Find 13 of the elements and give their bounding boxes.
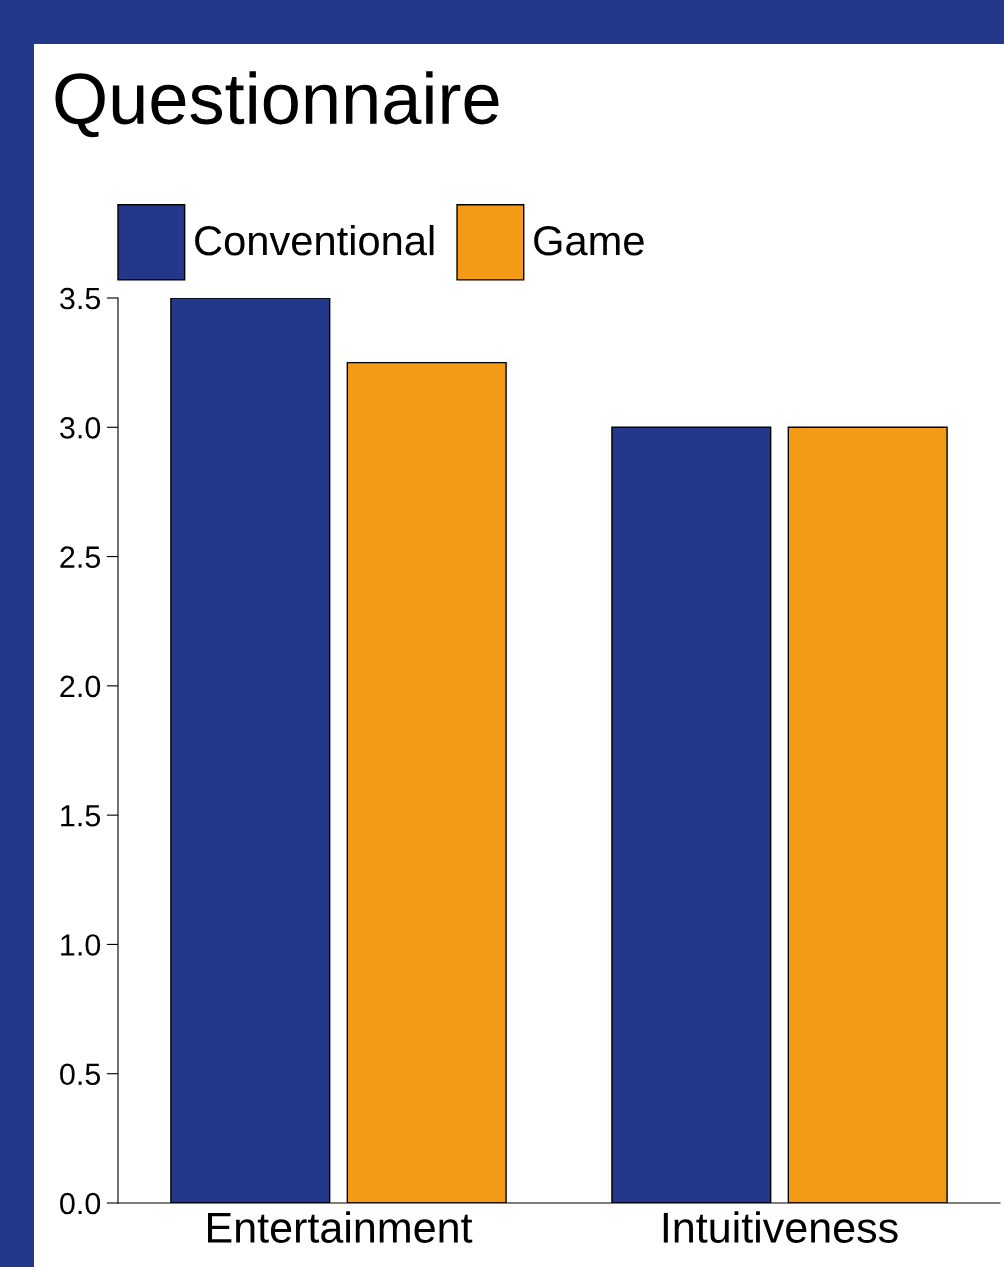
y-tick-label: 2.5 — [60, 546, 101, 568]
x-tick-label: Intuitiveness — [663, 1211, 898, 1243]
y-tick-label: 1.5 — [61, 805, 101, 827]
y-tick-label: 1.0 — [61, 934, 101, 956]
legend-label: Game — [534, 226, 644, 256]
y-tick-label: 3.0 — [60, 417, 101, 439]
chart-title: Questionnaire — [55, 71, 499, 138]
y-tick-label: 0.0 — [60, 1192, 101, 1215]
y-tick-label: 0.5 — [60, 1063, 101, 1086]
y-tick-label: 2.0 — [60, 675, 101, 698]
legend-label: Conventional — [195, 224, 434, 256]
x-tick-label: Entertainment — [208, 1211, 473, 1243]
y-tick-label: 3.5 — [60, 287, 101, 310]
